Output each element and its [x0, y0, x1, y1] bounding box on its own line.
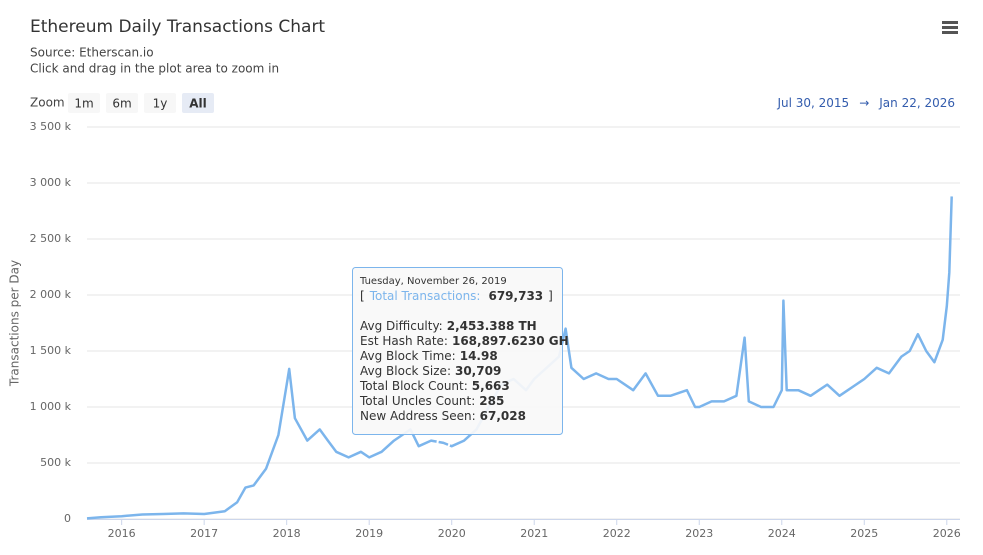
x-tick-label: 2020	[438, 527, 466, 540]
chart-title: Ethereum Daily Transactions Chart	[30, 17, 325, 37]
y-tick-label: 1 000 k	[30, 400, 72, 413]
y-tick-label: 1 500 k	[30, 344, 72, 357]
range-button-label[interactable]: All	[189, 97, 207, 111]
range-button-label[interactable]: 1y	[153, 97, 168, 111]
tooltip-date: Tuesday, November 26, 2019	[359, 276, 507, 287]
y-axis-label: Transactions per Day	[8, 260, 22, 387]
x-tick-label: 2025	[850, 527, 878, 540]
row-label: Est Hash Rate:	[360, 334, 448, 348]
x-tick-label: 2022	[603, 527, 631, 540]
range-button[interactable]	[106, 93, 138, 113]
row-value: 2,453.388 TH	[447, 319, 537, 333]
tooltip-box	[352, 267, 563, 435]
menu-bar	[942, 26, 958, 29]
date-to[interactable]: Jan 22, 2026	[878, 96, 955, 110]
row-label: Avg Block Time:	[360, 349, 456, 363]
x-tick-label: 2026	[933, 527, 961, 540]
x-tick-label: 2021	[520, 527, 548, 540]
x-tick-label: 2019	[355, 527, 383, 540]
date-from[interactable]: Jul 30, 2015	[776, 96, 849, 110]
tooltip-header: [ Total Transactions: 679,733]	[360, 289, 553, 303]
series-line	[86, 196, 953, 520]
range-button[interactable]	[182, 93, 214, 113]
y-tick-label: 3 000 k	[30, 176, 72, 189]
y-tick-label: 0	[64, 512, 71, 525]
row-label: Avg Difficulty:	[360, 319, 443, 333]
row-value: 67,028	[480, 409, 526, 423]
date-range[interactable]: Jul 30, 2015 → Jan 22, 2026	[776, 96, 955, 110]
row-value: 30,709	[455, 364, 501, 378]
x-tick-label: 2016	[108, 527, 136, 540]
tooltip-row: Avg Block Size: 30,709	[360, 364, 501, 378]
series-name: Total Transactions:	[369, 289, 481, 303]
row-value: 168,897.6230 GH	[452, 334, 569, 348]
series-value: 679,733	[488, 289, 543, 303]
y-tick-label: 2 000 k	[30, 288, 72, 301]
bracket: ]	[548, 289, 553, 303]
y-tick-label: 500 k	[40, 456, 71, 469]
tooltip-row: New Address Seen: 67,028	[360, 409, 526, 423]
x-tick-label: 2024	[768, 527, 796, 540]
subtitle: Click and drag in the plot area to zoom …	[30, 62, 279, 76]
range-button[interactable]	[144, 93, 176, 113]
row-label: Avg Block Size:	[360, 364, 451, 378]
row-value: 285	[479, 394, 504, 408]
bracket: [	[360, 289, 365, 303]
y-tick-label: 2 500 k	[30, 232, 72, 245]
tooltip: Tuesday, November 26, 2019 [ Total Transac…	[352, 267, 569, 435]
tooltip-row: Avg Block Time: 14.98	[360, 349, 498, 363]
date-arrow: →	[859, 96, 869, 110]
menu-button[interactable]	[940, 19, 960, 37]
menu-bar	[942, 31, 958, 34]
row-value: 14.98	[460, 349, 498, 363]
x-tick-label: 2023	[685, 527, 713, 540]
row-label: Total Uncles Count:	[359, 394, 475, 408]
row-value: 5,663	[472, 379, 510, 393]
row-label: New Address Seen:	[360, 409, 476, 423]
x-tick-label: 2017	[190, 527, 218, 540]
range-button-label[interactable]: 1m	[74, 97, 93, 111]
subtitle: Source: Etherscan.io	[30, 46, 154, 60]
tooltip-row: Avg Difficulty: 2,453.388 TH	[360, 319, 537, 333]
tooltip-row: Total Block Count: 5,663	[359, 379, 510, 393]
row-label: Total Block Count:	[359, 379, 468, 393]
x-tick-label: 2018	[273, 527, 301, 540]
menu-bar	[942, 21, 958, 24]
tooltip-row: Total Uncles Count: 285	[359, 394, 504, 408]
zoom-label: Zoom	[30, 96, 65, 110]
tooltip-row: Est Hash Rate: 168,897.6230 GH	[360, 334, 569, 348]
range-button-label[interactable]: 6m	[112, 97, 131, 111]
range-button[interactable]	[68, 93, 100, 113]
hover-marker	[436, 435, 451, 450]
y-tick-label: 3 500 k	[30, 120, 72, 133]
